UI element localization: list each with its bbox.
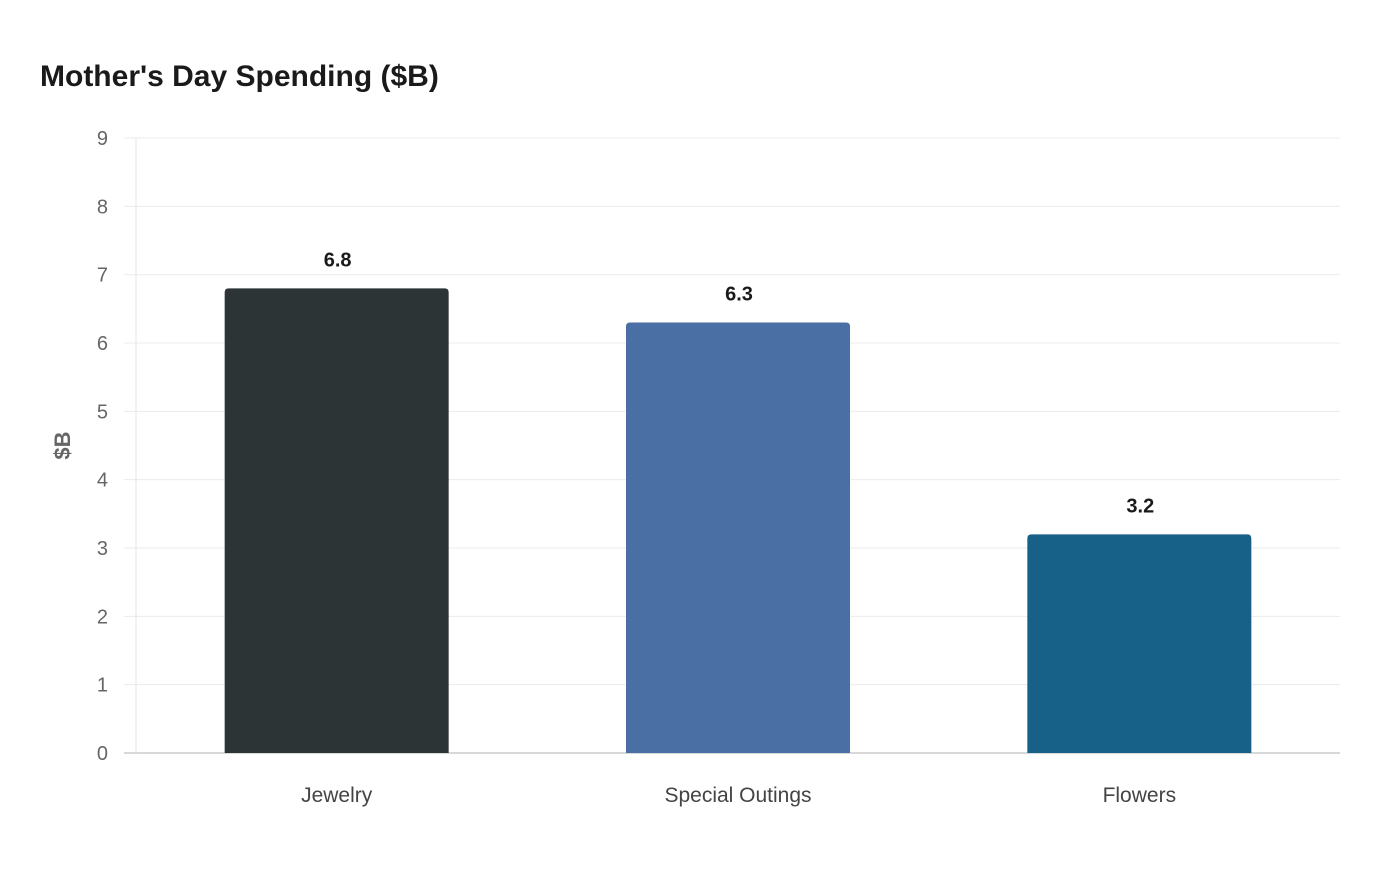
bar-jewelry [224, 288, 449, 753]
data-label: 6.8 [324, 249, 352, 271]
x-tick-label: Special Outings [664, 784, 811, 807]
y-tick-label: 9 [97, 128, 108, 150]
y-tick-label: 6 [97, 333, 108, 355]
x-tick-label: Flowers [1103, 784, 1177, 807]
bar-flowers [1027, 534, 1252, 753]
y-tick-label: 4 [97, 470, 108, 492]
y-tick-label: 0 [97, 743, 108, 765]
y-tick-label: 8 [97, 196, 108, 218]
y-tick-label: 2 [97, 606, 108, 628]
data-label: 3.2 [1126, 495, 1154, 517]
y-axis-label: $B [50, 431, 75, 459]
y-tick-label: 5 [97, 401, 108, 423]
y-tick-label: 1 [97, 675, 108, 697]
data-label: 6.3 [725, 284, 753, 306]
bar-special-outings [626, 322, 850, 753]
y-tick-label: 3 [97, 538, 108, 560]
y-tick-label: 7 [97, 265, 108, 287]
x-tick-label: Jewelry [301, 784, 373, 807]
chart-title: Mother's Day Spending ($B) [40, 60, 439, 93]
